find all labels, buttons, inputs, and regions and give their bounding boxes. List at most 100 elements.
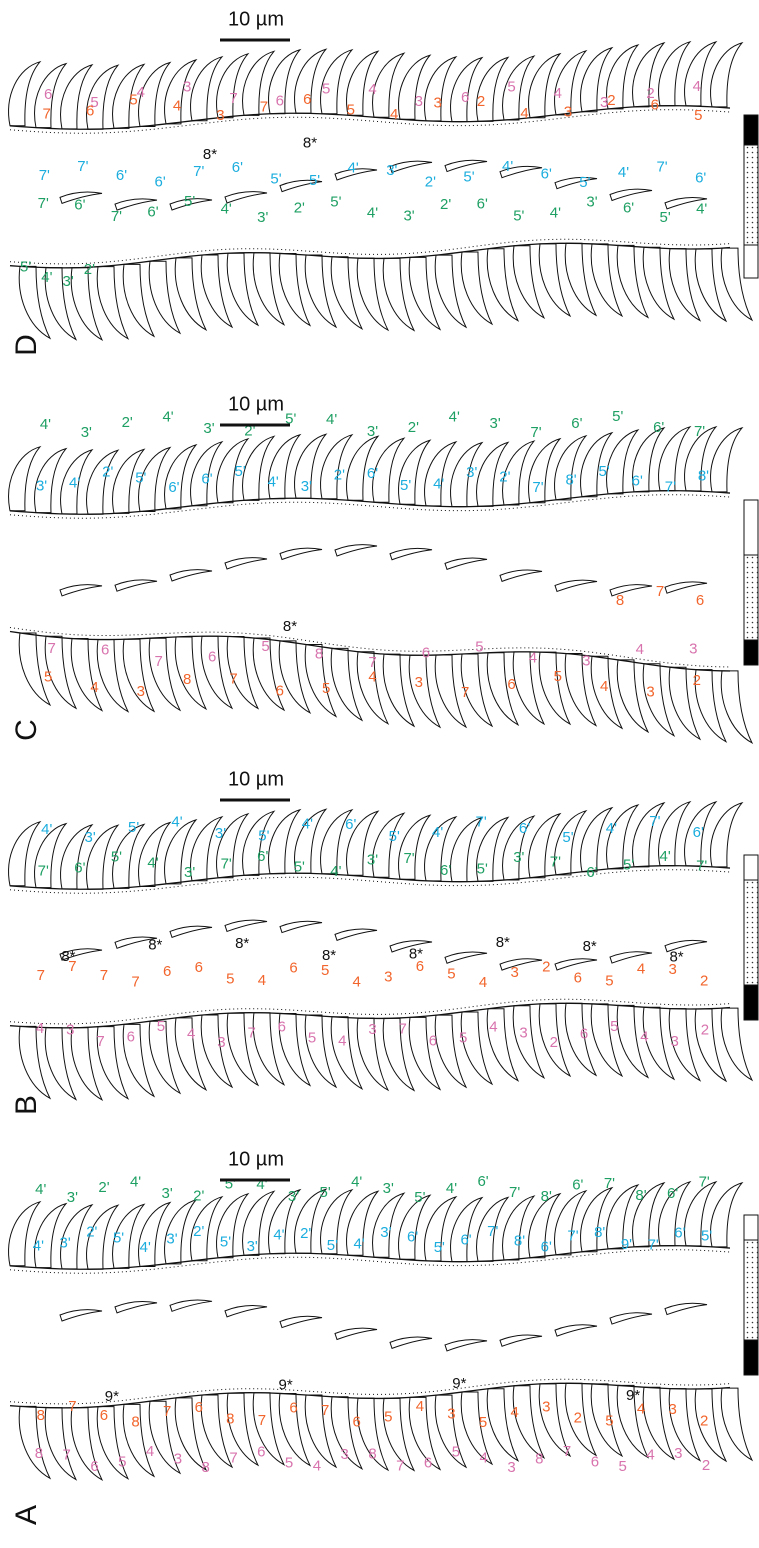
tooth-label: 7 (247, 1024, 255, 1041)
tooth-label: 7 (229, 1449, 237, 1466)
tooth (200, 1014, 234, 1089)
tooth (70, 1027, 104, 1102)
tooth-label: 5 (694, 107, 702, 124)
tooth-label: 5 (507, 78, 515, 95)
tooth-label: 5' (309, 172, 320, 189)
side-bar-segment (743, 1239, 759, 1341)
tooth (476, 441, 510, 507)
tooth (242, 435, 276, 501)
tooth-label: 6 (303, 91, 311, 108)
tooth-label: 6' (653, 419, 664, 436)
tooth-label: 6' (586, 864, 597, 881)
tooth-label: 4 (313, 1458, 321, 1475)
tooth (606, 44, 640, 110)
tooth (502, 440, 536, 506)
tooth (642, 663, 676, 737)
tooth-label: 6 (208, 649, 216, 666)
tooth-label: 7 (368, 654, 376, 671)
tooth-label: 4' (502, 158, 513, 175)
tooth-label: 2 (701, 1022, 709, 1039)
tooth (268, 808, 302, 875)
tooth-label: 6 (257, 1443, 265, 1460)
tooth-label: 4 (646, 1447, 654, 1464)
tooth (664, 939, 708, 953)
tooth (200, 635, 234, 710)
tooth-label: 3' (215, 825, 226, 842)
tooth-label: 7 (399, 1021, 407, 1038)
tooth-label: 7' (475, 813, 486, 830)
tooth-label: 7 (563, 1443, 571, 1460)
tooth (252, 1392, 286, 1466)
tooth-label: 5' (294, 859, 305, 876)
tooth-label: 3 (341, 1446, 349, 1463)
side-bar-segment (743, 879, 759, 986)
tooth-label: 5 (285, 1454, 293, 1471)
tooth-label: 5 (605, 973, 613, 990)
tooth (609, 951, 653, 964)
tooth (502, 55, 536, 121)
baseline (9, 1002, 731, 1029)
tooth-label: 8' (698, 468, 709, 485)
tooth (580, 1186, 614, 1253)
tooth (330, 256, 364, 330)
tooth-label: 3' (63, 273, 74, 290)
tooth-label: 6 (163, 963, 171, 980)
tooth (59, 948, 103, 961)
tooth (616, 244, 650, 319)
tooth-label: 7 (154, 653, 162, 670)
tooth (476, 1196, 510, 1262)
tooth (372, 1192, 406, 1258)
tooth (554, 1189, 588, 1256)
tooth-label: 6 (429, 1033, 437, 1050)
tooth (216, 437, 250, 504)
tooth (590, 243, 624, 318)
tooth-label: 6 (696, 592, 704, 609)
tooth (304, 1014, 338, 1089)
tooth-label: 8 (183, 671, 191, 688)
tooth (460, 251, 494, 326)
tooth-label: 8 (35, 1445, 43, 1462)
panel-letter: D (10, 334, 43, 356)
tooth (330, 1016, 364, 1090)
tooth (174, 1397, 208, 1472)
tooth-label: 7' (487, 1223, 498, 1240)
tooth-label: 5' (135, 470, 146, 487)
tooth-label: 4 (637, 961, 645, 978)
tooth-label: 4' (326, 411, 337, 428)
tooth-label: 6 (276, 682, 284, 699)
tooth-label: 7' (221, 855, 232, 872)
tooth (684, 40, 718, 107)
tooth-label: 6 (278, 1018, 286, 1035)
tooth-label: 5 (321, 962, 329, 979)
tooth-label: 4 (529, 649, 537, 666)
tooth-label: 4' (140, 1239, 151, 1256)
tooth (346, 50, 380, 116)
tooth (112, 63, 146, 129)
tooth-label: 5' (111, 848, 122, 865)
tooth (96, 639, 130, 713)
tooth-label: 4 (258, 972, 266, 989)
tooth (460, 653, 494, 728)
tooth-label: 5' (113, 1230, 124, 1247)
tooth (609, 1312, 653, 1325)
tooth-label: 2 (693, 672, 701, 689)
tooth (294, 433, 328, 499)
tooth (564, 242, 598, 317)
tooth-label: 3 (174, 1450, 182, 1467)
tooth-label: 7' (38, 863, 49, 880)
tooth-label: 4 (489, 1018, 497, 1035)
tooth-label: 7' (509, 1184, 520, 1201)
tooth (684, 425, 718, 492)
baseline-dots (9, 998, 731, 1025)
tooth-label: 4' (33, 1238, 44, 1255)
tooth (190, 815, 224, 882)
tooth-label: 3' (59, 1234, 70, 1251)
tooth-label: 4' (550, 205, 561, 222)
tooth-label: 7 (63, 1447, 71, 1464)
tooth-label: 5' (701, 1227, 712, 1244)
tooth-label: 7' (567, 1228, 578, 1245)
tooth-label: 6' (147, 204, 158, 221)
tooth-label: 6' (460, 1232, 471, 1249)
tooth-label: 5 (157, 1018, 165, 1035)
